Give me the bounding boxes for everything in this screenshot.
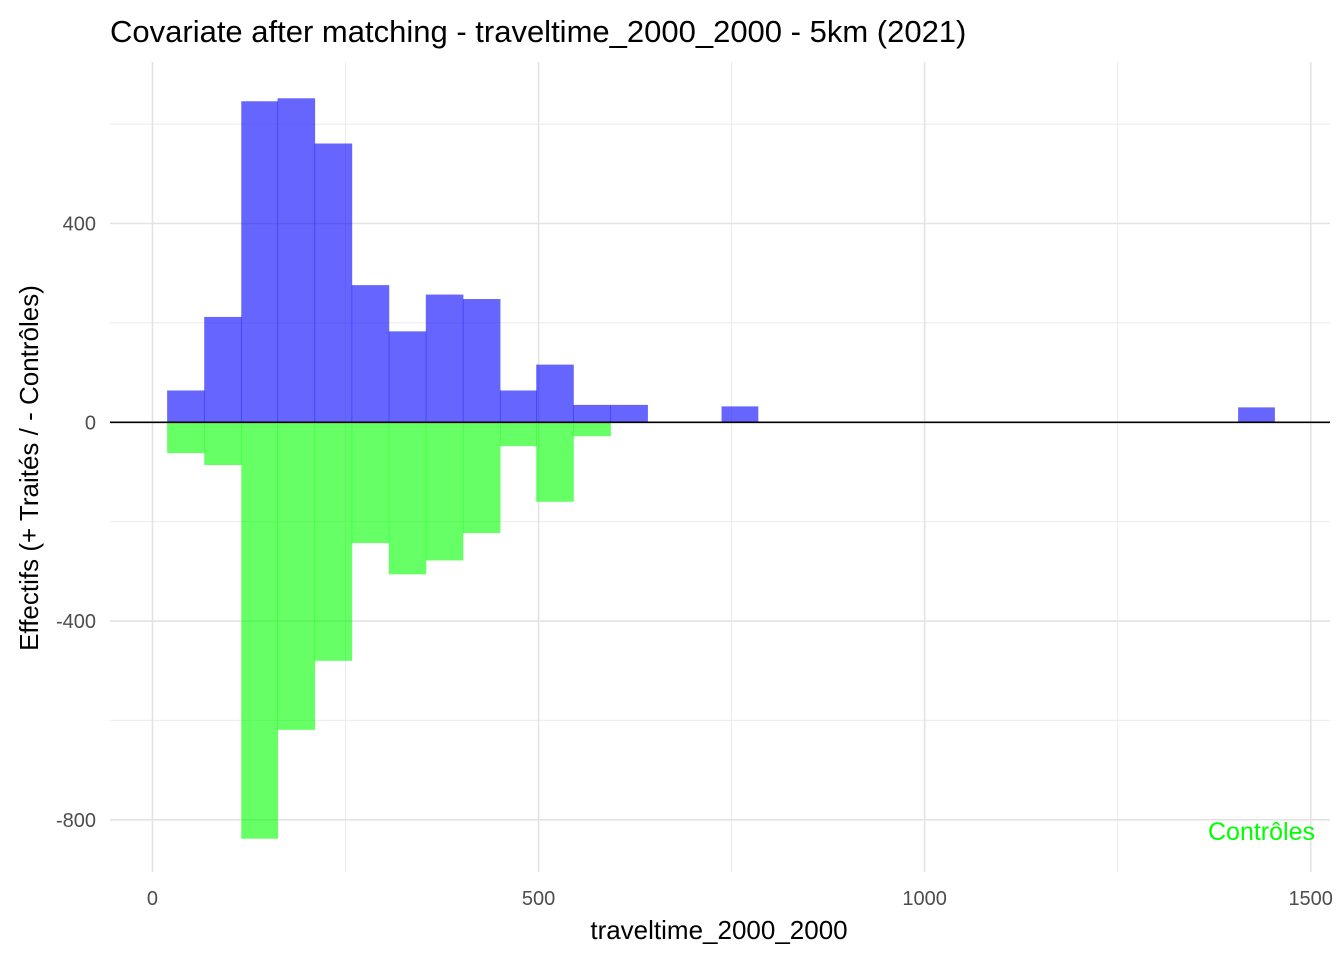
histogram-bar <box>167 422 205 454</box>
histogram-bar <box>573 404 611 423</box>
histogram-bar <box>204 316 242 423</box>
histogram-bar <box>314 422 353 661</box>
histogram-bar <box>388 331 427 423</box>
histogram-bar <box>536 364 574 423</box>
histogram-bar <box>351 285 390 423</box>
y-tick-label: 400 <box>63 214 96 236</box>
histogram-bar <box>241 422 279 839</box>
histogram-bar <box>499 390 537 423</box>
bars-layer <box>167 98 1275 839</box>
histogram-bar <box>314 143 353 423</box>
histogram-bar <box>536 422 574 502</box>
y-tick-label: -400 <box>56 611 96 633</box>
histogram-bar <box>425 422 464 561</box>
histogram-bar <box>351 422 390 544</box>
histogram-bar <box>721 406 759 423</box>
histogram-bar <box>573 422 611 437</box>
histogram-bar <box>204 422 242 466</box>
y-tick-label: -800 <box>56 810 96 832</box>
y-tick-label: 0 <box>85 412 96 434</box>
histogram-bar <box>610 404 648 423</box>
tick-labels-layer: 0 500 1000 1500 -800 -400 0 400 <box>56 214 1333 910</box>
legend-annotation-controles: Contrôles <box>1208 818 1315 846</box>
histogram-bar <box>425 294 464 423</box>
histogram-bar <box>167 390 205 423</box>
x-axis-title: traveltime_2000_2000 <box>590 915 847 945</box>
chart-title: Covariate after matching - traveltime_20… <box>110 14 966 49</box>
series-contr-les <box>167 422 611 839</box>
y-axis-title: Effectifs (+ Traités / - Contrôles) <box>14 285 44 651</box>
x-tick-label: 1000 <box>902 888 947 910</box>
series-trait-s <box>167 98 1275 423</box>
histogram-bar <box>1238 407 1275 423</box>
histogram-bar <box>241 101 279 423</box>
x-tick-label: 0 <box>147 888 158 910</box>
histogram-bar <box>277 422 316 730</box>
x-tick-label: 1500 <box>1288 888 1333 910</box>
histogram-bar <box>462 299 501 423</box>
histogram-bar <box>462 422 501 534</box>
histogram-bar <box>499 422 537 447</box>
histogram-bar <box>388 422 427 575</box>
x-tick-label: 500 <box>522 888 555 910</box>
histogram-bar <box>277 98 316 423</box>
